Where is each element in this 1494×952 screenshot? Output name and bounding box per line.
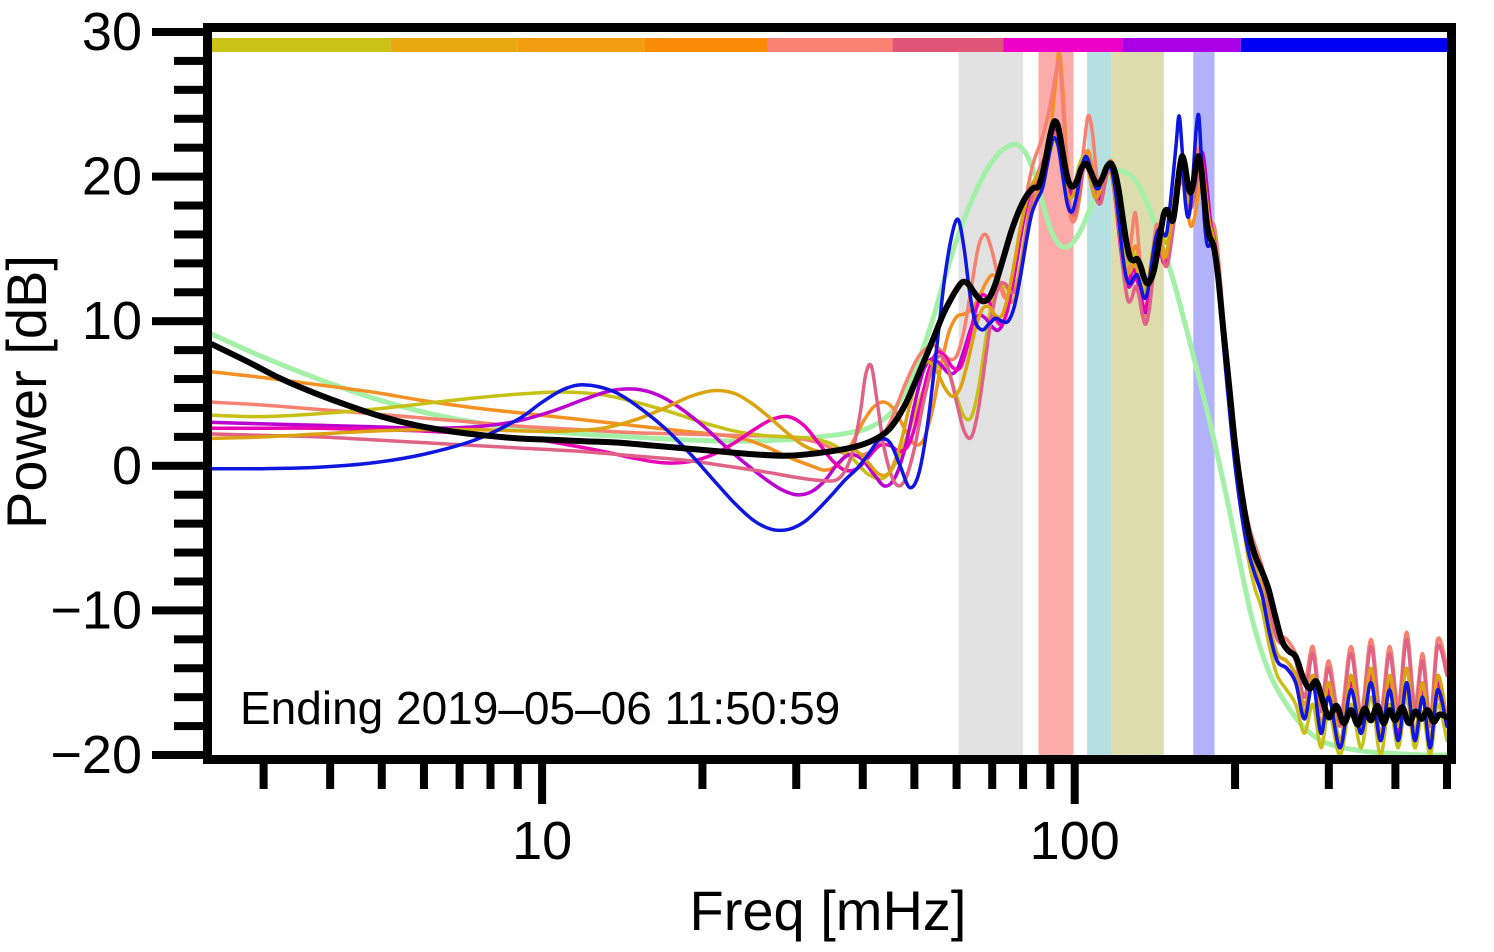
y-tick-label: −20 bbox=[50, 725, 142, 785]
y-minor-tick bbox=[174, 490, 204, 499]
top-spine bbox=[203, 23, 1455, 32]
y-minor-tick bbox=[174, 56, 204, 65]
y-axis-title: Power [dB] bbox=[0, 255, 58, 529]
x-minor-tick bbox=[910, 764, 919, 789]
y-major-tick bbox=[152, 172, 204, 181]
x-tick-label: 100 bbox=[1030, 811, 1120, 871]
y-major-tick bbox=[152, 751, 204, 759]
x-tick-label: 10 bbox=[512, 811, 572, 871]
seg-blue bbox=[1240, 38, 1447, 52]
y-minor-tick bbox=[174, 375, 204, 384]
x-minor-tick bbox=[513, 764, 522, 789]
y-minor-tick bbox=[174, 577, 204, 586]
band-teal bbox=[1087, 40, 1112, 755]
x-minor-tick bbox=[952, 764, 961, 789]
y-tick-label: 30 bbox=[82, 2, 142, 62]
y-minor-tick bbox=[174, 230, 204, 239]
right-spine bbox=[1447, 23, 1456, 764]
y-minor-tick bbox=[174, 114, 204, 123]
seg-gold bbox=[390, 38, 518, 52]
y-tick-label: 10 bbox=[82, 291, 142, 351]
x-axis-spine bbox=[203, 755, 1455, 764]
y-minor-tick bbox=[174, 635, 204, 644]
y-minor-tick bbox=[174, 288, 204, 297]
x-minor-tick bbox=[858, 764, 867, 789]
seg-olive bbox=[212, 38, 391, 52]
y-minor-tick bbox=[174, 722, 204, 731]
x-minor-tick bbox=[1391, 764, 1400, 789]
y-major-tick bbox=[152, 28, 204, 36]
y-minor-tick bbox=[174, 143, 204, 152]
band-pink bbox=[1038, 40, 1074, 755]
y-minor-tick bbox=[174, 548, 204, 557]
ending-timestamp-annotation: Ending 2019‒05‒06 11:50:59 bbox=[240, 682, 840, 734]
x-minor-tick bbox=[486, 764, 495, 789]
y-major-tick bbox=[152, 606, 204, 615]
y-minor-tick bbox=[174, 259, 204, 268]
y-minor-tick bbox=[174, 403, 204, 412]
y-minor-tick bbox=[174, 432, 204, 441]
x-minor-tick bbox=[1443, 764, 1451, 789]
y-minor-tick bbox=[174, 693, 204, 702]
y-minor-tick bbox=[174, 346, 204, 355]
band-gray bbox=[958, 40, 1024, 755]
x-minor-tick bbox=[455, 764, 464, 789]
colorbar-strip bbox=[212, 38, 1447, 52]
y-minor-tick bbox=[174, 519, 204, 528]
x-minor-tick bbox=[1019, 764, 1028, 789]
y-minor-tick bbox=[174, 201, 204, 210]
seg-rose bbox=[892, 38, 1004, 52]
y-tick-label: 20 bbox=[82, 147, 142, 207]
axes-layer bbox=[152, 23, 1456, 804]
band-khaki bbox=[1111, 40, 1164, 755]
x-minor-tick bbox=[419, 764, 428, 789]
y-minor-tick bbox=[174, 664, 204, 673]
x-minor-tick bbox=[1324, 764, 1333, 789]
x-minor-tick bbox=[1231, 764, 1240, 789]
seg-salmon bbox=[767, 38, 893, 52]
seg-orange bbox=[644, 38, 768, 52]
seg-magenta bbox=[1003, 38, 1123, 52]
seg-amber bbox=[517, 38, 645, 52]
x-major-tick bbox=[1070, 764, 1079, 804]
x-major-tick bbox=[538, 764, 547, 804]
y-major-tick bbox=[152, 461, 204, 470]
seg-purple bbox=[1122, 38, 1241, 52]
y-axis-spine bbox=[203, 23, 212, 764]
x-minor-tick bbox=[988, 764, 997, 789]
x-minor-tick bbox=[377, 764, 386, 789]
x-minor-tick bbox=[792, 764, 801, 789]
y-tick-label: 0 bbox=[112, 436, 142, 496]
x-minor-tick bbox=[326, 764, 335, 789]
data-series-layer bbox=[212, 50, 1447, 755]
y-tick-label: −10 bbox=[50, 580, 142, 640]
x-minor-tick bbox=[698, 764, 707, 789]
y-major-tick bbox=[152, 317, 204, 326]
y-minor-tick bbox=[174, 85, 204, 94]
x-axis-title: Freq [mHz] bbox=[690, 879, 967, 942]
x-minor-tick bbox=[259, 764, 268, 789]
mean-spectrum bbox=[212, 118, 1447, 728]
x-minor-tick bbox=[1046, 764, 1055, 789]
